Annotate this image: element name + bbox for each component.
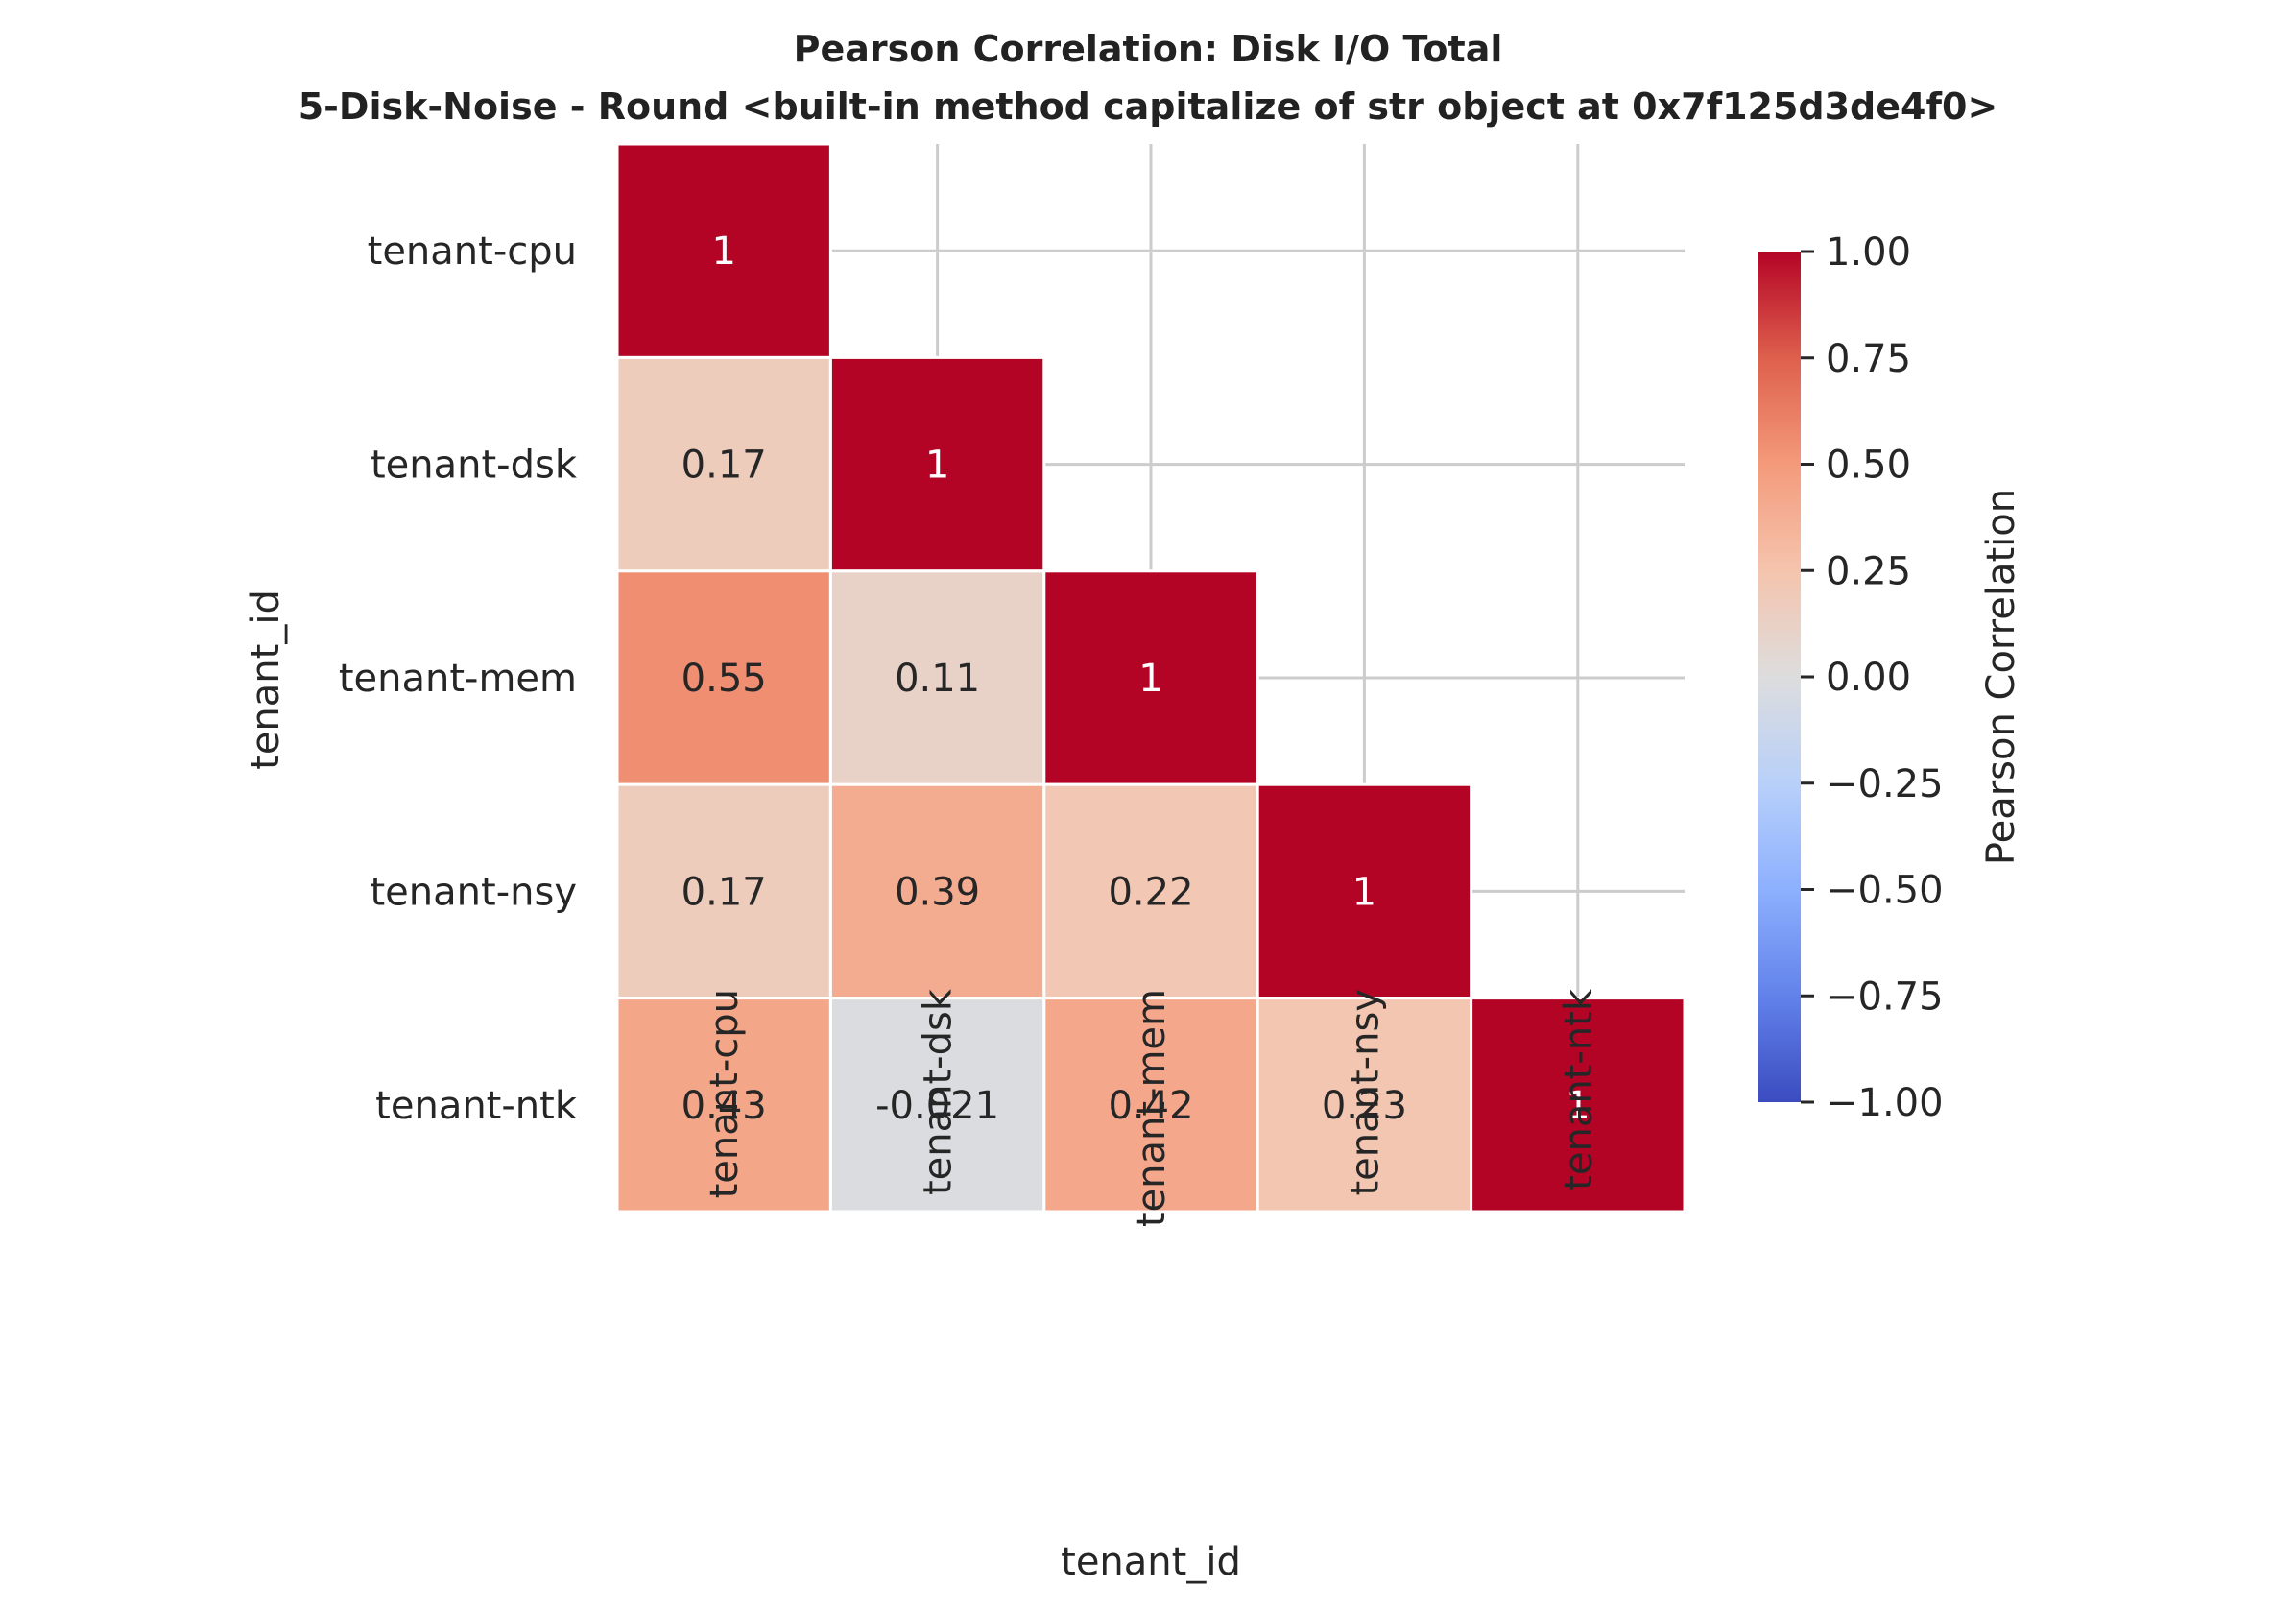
y-tick-label: tenant-dsk: [371, 444, 578, 488]
heatmap-cell: [615, 569, 832, 786]
x-tick-label: tenant-cpu: [703, 989, 747, 1198]
colorbar-tick-label: −0.25: [1826, 762, 1944, 806]
y-tick-label: tenant-cpu: [368, 229, 577, 274]
heatmap-cell: [615, 997, 832, 1214]
y-tick-label: tenant-ntk: [375, 1084, 578, 1128]
x-tick-label: tenant-ntk: [1557, 988, 1601, 1190]
y-axis-label: tenant_id: [244, 589, 288, 770]
cell-value-label: 0.22: [1108, 870, 1193, 914]
cell-annotations: 1 0.17 1 0.55 0.11 1 0.17 0.39 0.22 1 0.43 -0.021 0.…: [682, 229, 1590, 1128]
colorbar-tick-label: 0.00: [1826, 656, 1911, 700]
x-axis-label: tenant_id: [1061, 1540, 1241, 1584]
chart-title: Pearson Correlation: Disk I/O Total: [794, 28, 1503, 70]
heatmap-cell: [828, 997, 1046, 1214]
colorbar-tick-label: 0.25: [1826, 549, 1911, 593]
colorbar-tick-label: 1.00: [1826, 230, 1911, 275]
cell-value-label: 1: [1566, 1084, 1590, 1128]
heatmap-cell: [615, 355, 832, 573]
cell-value-label: 1: [925, 444, 949, 488]
y-tick-label: tenant-nsy: [371, 870, 578, 914]
cell-value-label: 1: [1352, 870, 1376, 914]
x-tick-label: tenant-nsy: [1343, 989, 1387, 1196]
y-tick-label: tenant-mem: [339, 657, 577, 701]
colorbar-label: Pearson Correlation: [1979, 489, 2023, 865]
cell-value-label: 1: [711, 229, 735, 274]
cell-value-label: 0.11: [895, 657, 980, 701]
colorbar-tick-label: −1.00: [1826, 1081, 1944, 1125]
y-tick-labels: tenant-cpu tenant-dsk tenant-mem tenant-nsy…: [339, 229, 578, 1128]
colorbar-tick-label: 0.50: [1826, 444, 1911, 488]
chart-subtitle: 5-Disk-Noise - Round <built-in method ca…: [299, 85, 1998, 128]
heatmap-cell: [828, 782, 1046, 1000]
colorbar: [1758, 252, 1801, 1102]
cell-value-label: 0.17: [682, 870, 767, 914]
cell-value-label: 0.42: [1108, 1084, 1193, 1128]
colorbar-tick-label: 0.75: [1826, 337, 1911, 381]
colorbar-tick-label: −0.75: [1826, 974, 1944, 1019]
heatmap-cells: [615, 142, 1686, 1214]
cell-value-label: 0.39: [895, 870, 980, 914]
heatmap-cell: [1042, 782, 1259, 1000]
cell-value-label: 1: [1138, 657, 1162, 701]
heatmap-cell: [1256, 997, 1473, 1214]
colorbar-ticks: 1.00 0.75 0.50 0.25 0.00 −0.25 −0.50 −0.75 −1.00: [1801, 230, 1944, 1125]
x-tick-label: tenant-dsk: [917, 988, 961, 1195]
x-tick-labels: tenant-cpu tenant-dsk tenant-mem tenant-nsy…: [703, 988, 1601, 1227]
cell-value-label: 0.23: [1322, 1084, 1407, 1128]
heatmap-cell: [1470, 997, 1686, 1214]
heatmap-cell: [615, 782, 832, 1000]
heatmap-cell: [828, 569, 1046, 786]
x-tick-label: tenant-mem: [1130, 989, 1174, 1227]
cell-value-label: 0.43: [682, 1084, 767, 1128]
heatmap-cell: [1042, 997, 1259, 1214]
cell-value-label: -0.021: [875, 1084, 999, 1128]
heatmap-cell: [1256, 782, 1473, 1000]
heatmap-cell: [615, 142, 832, 359]
heatmap-cell: [1042, 569, 1259, 786]
cell-value-label: 0.17: [682, 444, 767, 488]
cell-value-label: 0.55: [682, 657, 767, 701]
colorbar-tick-label: −0.50: [1826, 869, 1944, 913]
